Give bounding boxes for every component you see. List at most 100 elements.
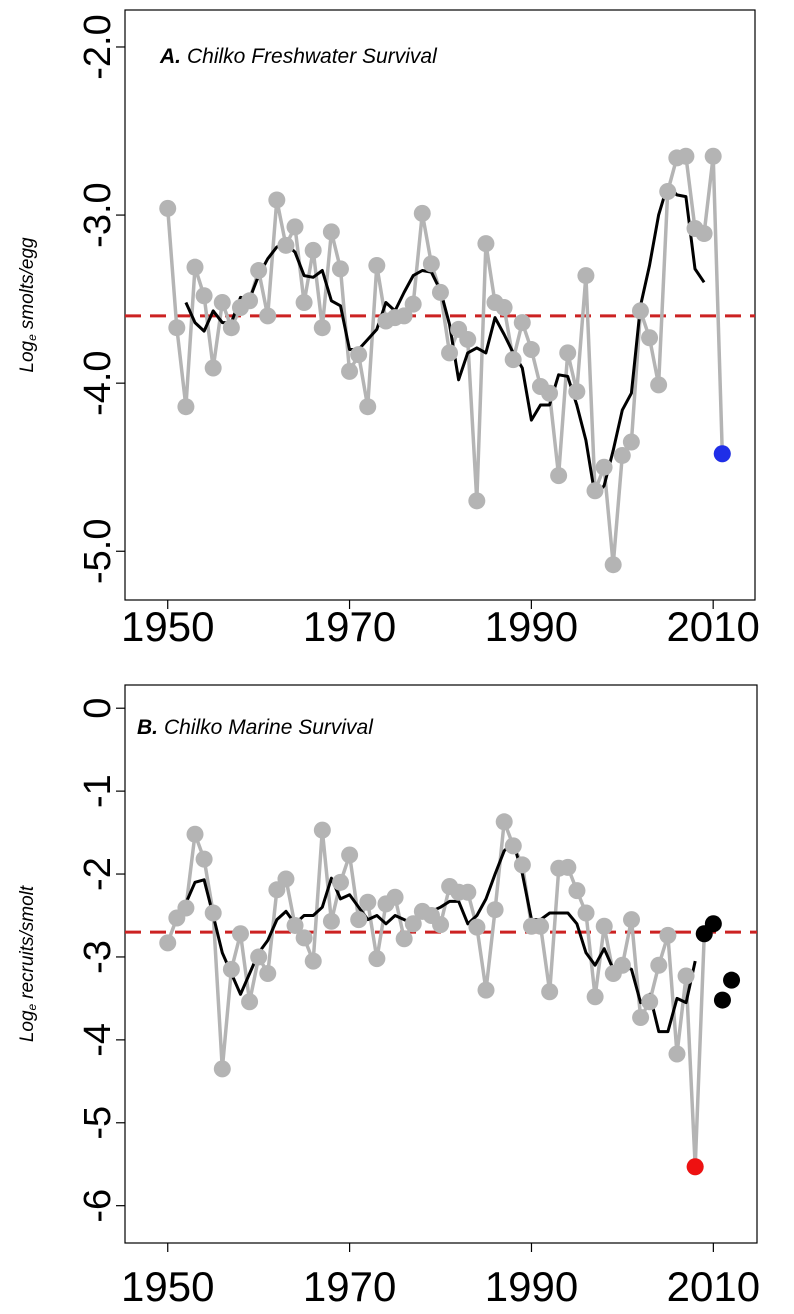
data-point — [495, 299, 513, 317]
data-point — [668, 1045, 686, 1063]
data-point — [586, 988, 604, 1006]
data-point — [650, 956, 668, 974]
data-point — [159, 199, 177, 217]
series-line — [184, 841, 697, 1034]
y-tick-label: -6 — [77, 1189, 119, 1223]
data-point — [286, 218, 304, 236]
data-point — [477, 981, 495, 999]
data-point — [677, 147, 695, 165]
data-point — [541, 384, 559, 402]
data-point — [313, 821, 331, 839]
panel-title: A. Chilko Freshwater Survival — [159, 45, 438, 68]
data-point — [350, 911, 368, 929]
data-point — [259, 307, 277, 325]
data-point — [268, 191, 286, 209]
data-point — [704, 147, 722, 165]
x-tick-label: 2010 — [666, 603, 759, 650]
y-tick-label: -2.0 — [77, 14, 119, 79]
data-point — [459, 883, 477, 901]
data-point — [550, 467, 568, 485]
data-point — [441, 344, 459, 362]
data-point — [368, 950, 386, 968]
data-point — [659, 183, 677, 201]
data-point — [195, 850, 213, 868]
data-point — [486, 901, 504, 919]
data-point — [513, 314, 531, 332]
data-point — [613, 446, 631, 464]
data-point — [341, 362, 359, 380]
data-point — [568, 383, 586, 401]
series-line — [184, 183, 706, 498]
data-point — [713, 445, 731, 463]
data-point — [259, 965, 277, 983]
data-point — [713, 991, 731, 1009]
data-point — [495, 813, 513, 831]
data-point — [386, 888, 404, 906]
data-point — [250, 948, 268, 966]
data-point — [586, 482, 604, 500]
data-point — [623, 911, 641, 929]
data-point — [368, 256, 386, 274]
panel-title-text: Chilko Freshwater Survival — [187, 45, 438, 68]
data-point — [695, 225, 713, 243]
data-point — [213, 1060, 231, 1078]
x-tick-label: 1950 — [121, 1263, 214, 1310]
data-point — [222, 960, 240, 978]
y-label-text: Log — [17, 340, 38, 372]
data-point — [704, 915, 722, 933]
data-point — [195, 287, 213, 305]
y-axis-label: Loge recruits/smolt — [17, 885, 39, 1042]
data-point — [231, 925, 249, 943]
x-tick-label: 1990 — [485, 603, 578, 650]
data-point — [331, 260, 349, 278]
data-point — [322, 912, 340, 930]
x-tick-label: 1950 — [121, 603, 214, 650]
plot-frame — [124, 684, 758, 1244]
data-point — [159, 934, 177, 952]
x-tick-label: 1970 — [303, 1263, 396, 1310]
data-point — [477, 235, 495, 253]
data-point — [304, 241, 322, 259]
panel: 0 -1 -2 -3 -4 -5 -6 1950 1970 1990 2010 B. Chilko Ma… — [17, 684, 760, 1310]
data-point — [641, 993, 659, 1011]
data-point — [595, 917, 613, 935]
data-point — [186, 258, 204, 276]
data-point — [504, 351, 522, 369]
y-label-subscript: e — [25, 1003, 39, 1010]
data-point — [168, 319, 186, 337]
data-point — [632, 1008, 650, 1026]
data-point — [277, 236, 295, 254]
data-point — [622, 433, 640, 451]
data-point — [404, 295, 422, 313]
data-point — [559, 344, 577, 362]
data-point — [177, 398, 195, 416]
data-point — [295, 293, 313, 311]
data-point — [395, 930, 413, 948]
data-point — [459, 330, 477, 348]
data-point — [413, 204, 431, 222]
y-axis-label: Loge smolts/egg — [17, 237, 39, 373]
data-point — [341, 846, 359, 864]
data-point — [359, 893, 377, 911]
data-point — [241, 292, 259, 310]
data-point — [241, 993, 259, 1011]
data-point — [631, 302, 649, 320]
panel-title: B. Chilko Marine Survival — [137, 716, 374, 739]
data-point — [395, 307, 413, 325]
panel-letter: A. — [159, 45, 181, 68]
y-tick-label: -4 — [77, 1023, 119, 1057]
x-tick-label: 2010 — [667, 1263, 760, 1310]
data-point — [468, 492, 486, 510]
data-point — [350, 346, 368, 364]
data-point — [213, 293, 231, 311]
y-tick-label: 0 — [77, 698, 119, 719]
data-point — [304, 952, 322, 970]
data-point — [468, 918, 486, 936]
y-tick-label: -1 — [77, 774, 119, 808]
y-label-suffix: smolts/egg — [17, 237, 38, 329]
data-point — [277, 870, 295, 888]
data-point — [559, 858, 577, 876]
data-point — [613, 956, 631, 974]
